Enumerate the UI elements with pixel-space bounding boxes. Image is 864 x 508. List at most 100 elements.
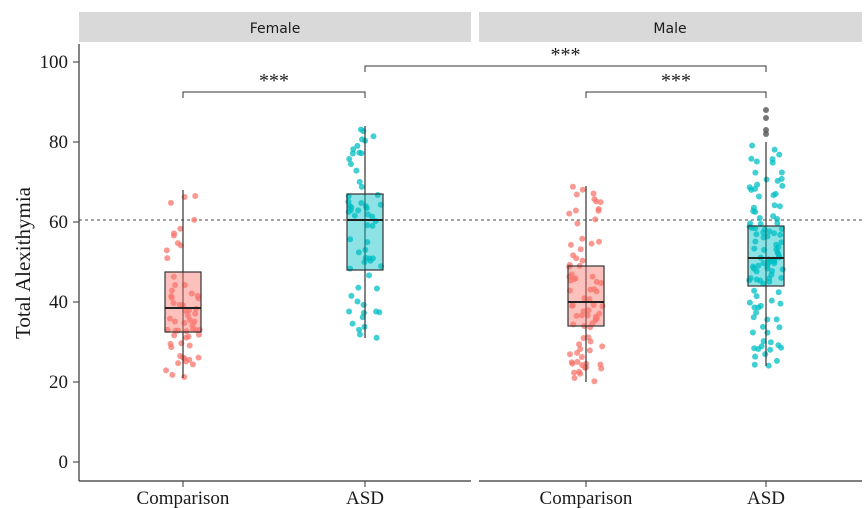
outlier-point — [763, 107, 769, 113]
data-point — [359, 314, 366, 321]
data-point — [592, 313, 599, 320]
data-point — [593, 278, 600, 285]
data-point — [751, 361, 758, 368]
data-point — [765, 362, 772, 369]
data-point — [376, 309, 383, 316]
data-point — [776, 203, 783, 210]
data-point — [177, 353, 184, 360]
data-point — [774, 220, 781, 227]
box-iqr — [346, 193, 384, 271]
data-point — [752, 238, 759, 245]
data-point — [192, 192, 199, 199]
data-point — [360, 301, 367, 308]
data-point — [189, 361, 196, 368]
data-point — [177, 225, 184, 232]
data-point — [753, 293, 760, 300]
box-iqr — [567, 265, 605, 327]
data-point — [588, 240, 595, 247]
data-point — [579, 235, 586, 242]
x-tick-label: Comparison — [540, 488, 633, 508]
data-point — [749, 142, 756, 149]
data-point — [373, 285, 380, 292]
data-point — [755, 262, 762, 269]
data-point — [591, 378, 598, 385]
y-tick-label: 40 — [49, 292, 68, 313]
facet-strip-female — [79, 12, 471, 42]
data-point — [590, 190, 597, 197]
data-point — [354, 298, 361, 305]
data-point — [778, 226, 785, 233]
data-point — [346, 308, 353, 315]
data-point — [768, 271, 775, 278]
data-point — [577, 246, 584, 253]
data-point — [597, 361, 604, 368]
data-point — [749, 263, 756, 270]
data-point — [186, 317, 193, 324]
data-point — [362, 254, 369, 261]
data-point — [755, 193, 762, 200]
data-point — [589, 320, 596, 327]
data-point — [751, 245, 758, 252]
data-point — [586, 296, 593, 303]
data-point — [593, 288, 600, 295]
data-point — [574, 220, 581, 227]
significance-bracket — [182, 91, 366, 98]
data-point — [195, 331, 202, 338]
data-point — [585, 307, 592, 314]
data-point — [752, 353, 759, 360]
data-point — [567, 241, 574, 248]
box-iqr — [747, 225, 785, 287]
data-point — [188, 290, 195, 297]
data-point — [587, 286, 594, 293]
y-axis-ticks: 0 20 40 60 80 100 — [40, 52, 79, 473]
data-point — [369, 222, 376, 229]
data-point — [759, 323, 766, 330]
data-point — [750, 208, 757, 215]
y-tick-label: 20 — [49, 372, 68, 393]
data-point — [192, 310, 199, 317]
data-point — [351, 212, 358, 219]
data-point — [576, 341, 583, 348]
data-point — [753, 231, 760, 238]
data-point — [364, 222, 371, 229]
significance-label: *** — [661, 70, 691, 92]
data-point — [771, 202, 778, 209]
y-tick-label: 80 — [49, 132, 68, 153]
data-point — [596, 238, 603, 245]
data-point — [751, 345, 758, 352]
data-point — [373, 334, 380, 341]
data-point — [566, 351, 573, 358]
data-point — [571, 375, 578, 382]
data-point — [572, 275, 579, 282]
data-point — [356, 178, 363, 185]
boxplots — [164, 107, 785, 382]
data-point — [348, 292, 355, 299]
facet-strip-male — [479, 12, 862, 42]
data-point — [349, 150, 356, 157]
data-point — [770, 192, 777, 199]
data-point — [359, 136, 366, 143]
data-point — [748, 155, 755, 162]
data-point — [163, 247, 170, 254]
significance-label: *** — [551, 44, 581, 66]
data-point — [757, 302, 764, 309]
data-point — [355, 284, 362, 291]
data-point — [183, 328, 190, 335]
data-point — [777, 231, 784, 238]
data-point — [168, 287, 175, 294]
data-point — [771, 146, 778, 153]
data-point — [573, 191, 580, 198]
data-point — [347, 160, 354, 167]
data-point — [749, 329, 756, 336]
data-point — [579, 257, 586, 264]
data-point — [764, 316, 771, 323]
data-point — [778, 169, 785, 176]
data-point — [366, 272, 373, 279]
data-point — [182, 358, 189, 365]
data-point — [170, 300, 177, 307]
data-point — [764, 329, 771, 336]
data-point — [779, 182, 786, 189]
x-tick-label: ASD — [346, 488, 384, 508]
data-point — [571, 369, 578, 376]
data-point — [776, 324, 783, 331]
